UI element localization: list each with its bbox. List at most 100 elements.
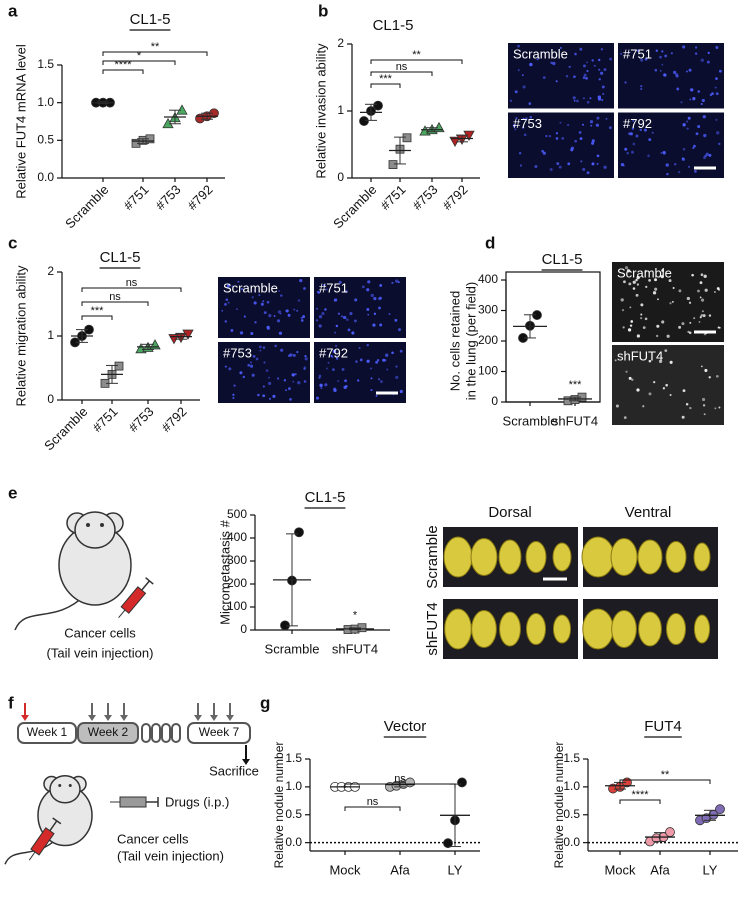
lung xyxy=(499,611,521,647)
cell-dot xyxy=(665,383,668,387)
significance-label: **** xyxy=(114,59,132,71)
cell-dot xyxy=(661,320,665,324)
cell-dot xyxy=(552,61,556,66)
cell-dot xyxy=(718,326,721,329)
chain-link xyxy=(171,723,181,743)
image-label: #753 xyxy=(513,116,542,131)
cell-dot xyxy=(555,132,559,135)
cell-dot xyxy=(591,162,595,166)
lung xyxy=(581,536,615,578)
cell-dot xyxy=(640,313,643,316)
cell-dot xyxy=(576,99,579,103)
cell-dot xyxy=(518,152,522,155)
y-axis-label: No. cells retained xyxy=(447,291,462,391)
diagram-text: Cancer cells xyxy=(64,625,136,640)
cell-dot xyxy=(289,397,292,401)
cell-dot xyxy=(676,87,680,91)
cell-dot xyxy=(262,300,265,303)
lung xyxy=(610,538,638,576)
cell-dot xyxy=(700,365,703,368)
x-tick-label: shFUT4 xyxy=(552,413,598,428)
y-tick-label: 0.5 xyxy=(37,133,54,147)
syringe-handle xyxy=(145,577,154,585)
data-point xyxy=(402,133,412,143)
syringe-plunger xyxy=(49,820,58,832)
cell-dot xyxy=(272,394,276,398)
cell-dot xyxy=(297,381,301,385)
lung xyxy=(443,536,473,578)
cell-dot xyxy=(636,388,640,392)
cell-dot xyxy=(292,353,296,357)
cell-dot xyxy=(688,331,692,335)
cell-dot xyxy=(278,331,283,335)
cell-dot xyxy=(567,124,570,127)
significance-bracket xyxy=(81,301,149,306)
cell-dot xyxy=(582,97,585,100)
cell-dot xyxy=(628,282,632,286)
cell-dot xyxy=(661,269,665,272)
cell-dot xyxy=(232,397,235,400)
cell-dot xyxy=(297,299,301,302)
cell-dot xyxy=(697,90,700,93)
cell-dot xyxy=(628,376,632,380)
cell-dot xyxy=(704,368,708,373)
cell-dot xyxy=(224,303,227,306)
y-tick-label: 200 xyxy=(478,333,498,347)
cell-dot xyxy=(716,287,720,290)
diagram-text: Sacrifice xyxy=(209,763,259,778)
cell-dot xyxy=(523,133,527,137)
cell-dot xyxy=(366,359,370,363)
cell-dot xyxy=(682,389,686,393)
cell-dot xyxy=(668,279,672,283)
cell-dot xyxy=(337,380,340,383)
x-tick-label: Scramble xyxy=(330,182,379,231)
cell-dot xyxy=(694,46,698,49)
cell-dot xyxy=(640,58,644,62)
chain-link xyxy=(141,723,151,743)
cell-dot xyxy=(299,278,303,283)
panel-letter: a xyxy=(8,1,18,20)
cell-dot xyxy=(574,52,577,56)
chain-link xyxy=(161,723,171,743)
arrow-head xyxy=(88,715,96,721)
cell-dot xyxy=(361,285,365,289)
cell-dot xyxy=(591,139,595,143)
mouse-eye xyxy=(100,523,104,527)
cell-dot xyxy=(586,61,589,64)
lung xyxy=(552,614,572,644)
cell-dot xyxy=(598,58,601,62)
cell-dot xyxy=(629,324,633,327)
cell-dot xyxy=(344,289,348,293)
cell-dot xyxy=(399,349,403,353)
cell-dot xyxy=(692,97,696,101)
cell-dot xyxy=(558,165,562,169)
cell-dot xyxy=(341,368,345,371)
cell-dot xyxy=(300,319,304,322)
cell-dot xyxy=(636,49,640,52)
cell-dot xyxy=(303,287,306,290)
cell-dot xyxy=(632,280,636,284)
x-tick-label: #792 xyxy=(158,404,189,435)
cell-dot xyxy=(556,162,560,166)
cell-dot xyxy=(586,100,590,104)
cell-dot xyxy=(701,98,705,103)
cell-dot xyxy=(621,309,625,312)
cell-dot xyxy=(517,44,520,48)
significance-bracket xyxy=(81,287,182,292)
x-tick-label: #751 xyxy=(120,182,151,213)
cell-dot xyxy=(628,51,630,54)
significance-bracket xyxy=(102,51,208,56)
cell-dot xyxy=(319,383,323,388)
cell-dot xyxy=(303,367,306,371)
cell-dot xyxy=(369,367,372,370)
cell-dot xyxy=(581,123,584,126)
cell-dot xyxy=(627,328,632,332)
cell-dot xyxy=(254,321,257,324)
arrow-head xyxy=(21,715,29,721)
cell-dot xyxy=(580,160,583,163)
cell-dot xyxy=(276,319,281,323)
significance-label: *** xyxy=(91,305,105,317)
lung xyxy=(665,541,687,573)
cell-dot xyxy=(642,405,645,408)
